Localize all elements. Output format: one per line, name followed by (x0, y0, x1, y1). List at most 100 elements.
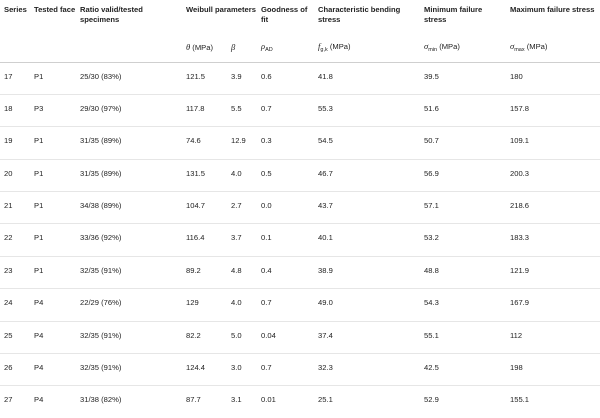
cell-face: P4 (30, 288, 76, 322)
cell-fgk: 54.5 (314, 126, 421, 160)
cell-fgk: 37.4 (314, 320, 421, 354)
f-subscript: g,k (320, 46, 328, 53)
cell-theta: 89.2 (182, 255, 227, 289)
cell-face: P1 (30, 255, 76, 289)
cell-smin: 39.5 (424, 71, 439, 81)
subheader-smin: σmin (MPa) (420, 34, 506, 62)
beta-symbol: β (231, 42, 236, 53)
table-row: 17 P1 25/30 (83%) 121.5 3.9 0.6 41.8 39.5 180 (0, 62, 600, 94)
sigma-max-subscript: max (514, 46, 525, 53)
cell-face: P1 (34, 71, 44, 81)
cell-beta: 2.7 (227, 191, 258, 224)
cell-series: 21 (0, 191, 30, 224)
cell-beta: 4.0 (227, 288, 258, 322)
cell-smax: 155.1 (506, 385, 600, 418)
cell-beta: 3.9 (231, 71, 242, 81)
table-body: 17 P1 25/30 (83%) 121.5 3.9 0.6 41.8 39.5 180 18 P… (0, 62, 600, 418)
cell-ratio: 31/38 (82%) (76, 385, 182, 418)
sigma-min-unit: (MPa) (437, 41, 460, 51)
cell-face: P1 (30, 126, 76, 160)
cell-smax: 218.6 (506, 191, 600, 224)
cell-theta: 131.5 (182, 158, 227, 192)
cell-fgk: 55.3 (314, 93, 421, 127)
cell-face: P4 (30, 385, 76, 418)
cell-theta: 116.4 (182, 223, 227, 257)
sigma-min-subscript: min (428, 46, 438, 53)
cell-smin: 48.8 (420, 255, 507, 289)
cell-series: 19 (0, 126, 30, 160)
cell-smax: 183.3 (506, 223, 600, 257)
subheader-rho: ρAD (257, 34, 314, 62)
cell-rho: 0.1 (257, 223, 315, 257)
cell-rho: 0.7 (257, 353, 315, 386)
subheader-fgk: fg,k (MPa) (314, 34, 420, 62)
cell-ratio: 32/35 (91%) (76, 320, 182, 354)
cell-series: 27 (0, 385, 30, 418)
col-header-tested-face: Tested face (34, 5, 76, 14)
cell-smax: 157.8 (506, 93, 600, 127)
table-row: 23 P1 32/35 (91%) 89.2 4.8 0.4 38.9 48.8 121.9 (0, 255, 600, 289)
sigma-max-symbol: σ (510, 40, 515, 51)
cell-smin: 56.9 (420, 158, 507, 192)
cell-ratio: 31/35 (89%) (76, 158, 182, 192)
table-row: 19 P1 31/35 (89%) 74.6 12.9 0.3 54.5 50.7 109.1 (0, 126, 600, 160)
table-row: 18 P3 29/30 (97%) 117.8 5.5 0.7 55.3 51.6 157.8 (0, 93, 600, 127)
cell-ratio: 22/29 (76%) (76, 288, 182, 322)
table-row: 22 P1 33/36 (92%) 116.4 3.7 0.1 40.1 53.2 183.3 (0, 223, 600, 257)
cell-fgk: 49.0 (314, 288, 421, 322)
cell-smin: 51.6 (420, 93, 507, 127)
cell-beta: 3.1 (227, 385, 258, 418)
cell-beta: 5.0 (227, 320, 258, 354)
cell-face: P1 (30, 223, 76, 257)
col-header-min-failure: Minimum failure stress (424, 5, 483, 24)
cell-face: P4 (30, 320, 76, 354)
subheader-theta: θ (MPa) (182, 34, 227, 62)
table-row: 25 P4 32/35 (91%) 82.2 5.0 0.04 37.4 55.1 112 (0, 320, 600, 354)
col-header-ratio: Ratio valid/tested specimens (80, 5, 143, 24)
cell-smin: 52.9 (420, 385, 507, 418)
cell-ratio: 34/38 (89%) (76, 191, 182, 224)
cell-beta: 5.5 (227, 93, 258, 127)
cell-theta: 87.7 (182, 385, 227, 418)
col-header-max-failure: Maximum failure stress (510, 5, 595, 14)
cell-fgk: 38.9 (314, 255, 421, 289)
cell-series: 18 (0, 93, 30, 127)
cell-theta: 117.8 (182, 93, 227, 127)
cell-smin: 42.5 (420, 353, 507, 386)
cell-ratio: 33/36 (92%) (76, 223, 182, 257)
cell-smin: 54.3 (420, 288, 507, 322)
cell-beta: 4.0 (227, 158, 258, 192)
col-header-series: Series (4, 5, 27, 14)
cell-theta: 74.6 (182, 126, 227, 160)
cell-theta: 124.4 (182, 353, 227, 386)
subheader-row: θ (MPa) β ρAD fg,k (MPa) σmin (MPa) σmax… (0, 34, 600, 62)
cell-smax: 121.9 (506, 255, 600, 289)
cell-fgk: 32.3 (314, 353, 421, 386)
cell-fgk: 40.1 (314, 223, 421, 257)
cell-series: 23 (0, 255, 30, 289)
cell-face: P1 (30, 158, 76, 192)
cell-rho: 0.3 (257, 126, 315, 160)
sigma-min-symbol: σ (424, 40, 429, 51)
cell-beta: 12.9 (227, 126, 258, 160)
cell-theta: 104.7 (182, 191, 227, 224)
cell-smin: 53.2 (420, 223, 507, 257)
cell-series: 17 (4, 71, 13, 81)
rho-subscript: AD (265, 46, 273, 53)
cell-fgk: 43.7 (314, 191, 421, 224)
cell-rho: 0.01 (257, 385, 315, 418)
cell-beta: 3.7 (227, 223, 258, 257)
subheader-beta: β (227, 34, 257, 62)
cell-rho: 0.7 (257, 93, 315, 127)
subheader-smax: σmax (MPa) (506, 34, 600, 62)
cell-beta: 3.0 (227, 353, 258, 386)
sigma-max-unit: (MPa) (524, 41, 548, 51)
cell-smax: 112 (506, 320, 600, 354)
cell-ratio: 32/35 (91%) (76, 353, 182, 386)
theta-symbol: θ (186, 42, 191, 53)
cell-smin: 55.1 (420, 320, 507, 354)
f-symbol: f (318, 40, 321, 51)
cell-beta: 4.8 (227, 255, 258, 289)
cell-fgk: 25.1 (314, 385, 421, 418)
